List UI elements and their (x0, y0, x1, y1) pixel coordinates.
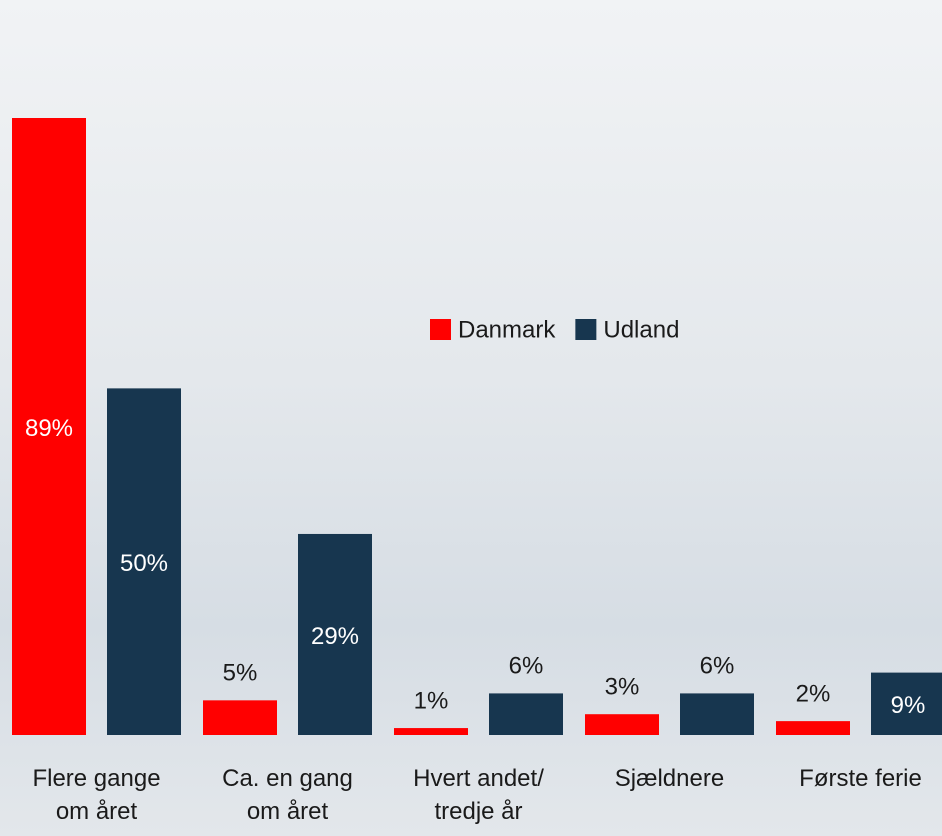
value-label: 2% (796, 680, 831, 707)
x-tick-label: Hvert andet/ tredje år (413, 765, 544, 825)
value-label: 29% (311, 623, 359, 650)
bar (585, 714, 659, 735)
bar (680, 693, 754, 735)
value-label: 3% (605, 674, 640, 701)
x-tick-label: Ca. en gang om året (222, 765, 353, 825)
legend-label: Danmark (458, 316, 556, 343)
bar (107, 388, 181, 735)
legend-swatch (430, 319, 451, 340)
value-label: 1% (414, 687, 449, 714)
x-tick-label: Sjældnere (614, 765, 725, 792)
bar (394, 728, 468, 735)
bar (489, 693, 563, 735)
value-label: 6% (700, 653, 735, 680)
bar (871, 672, 942, 735)
x-tick-label: Flere gange om året (32, 765, 161, 825)
x-tick-label: Første ferie (799, 765, 922, 792)
value-label: 50% (120, 550, 168, 577)
legend-label: Udland (603, 316, 679, 343)
value-label: 9% (891, 692, 926, 719)
bar (12, 118, 86, 735)
bar (203, 700, 277, 735)
bar (298, 533, 372, 735)
value-label: 5% (223, 660, 258, 687)
bar (776, 721, 850, 735)
value-label: 89% (25, 415, 73, 442)
value-label: 6% (509, 653, 544, 680)
legend-swatch (575, 319, 597, 340)
